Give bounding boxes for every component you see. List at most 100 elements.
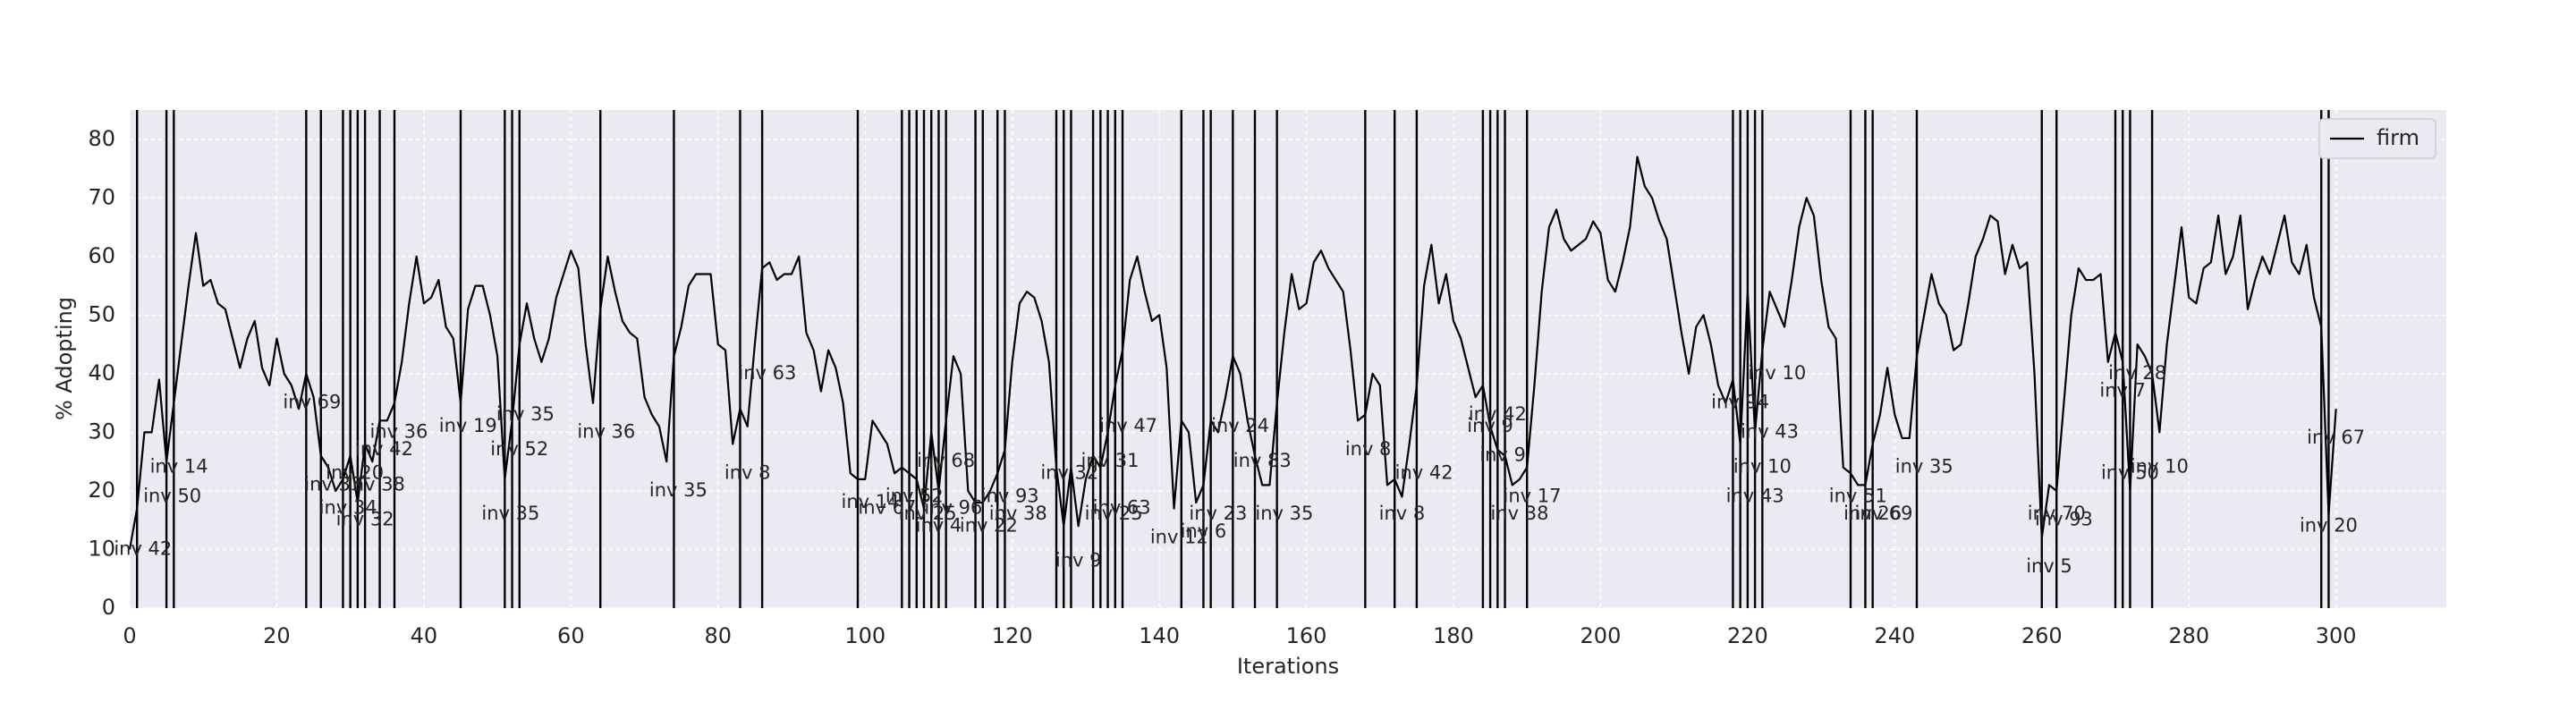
annotation: inv 42	[355, 438, 413, 460]
plot-area	[130, 110, 2446, 608]
annotation: inv 52	[490, 438, 548, 460]
annotation: inv 67	[858, 497, 916, 519]
annotation: inv 23	[1189, 503, 1247, 524]
annotation: inv 10	[1733, 456, 1792, 478]
annotation: inv 50	[2101, 461, 2159, 483]
annotation: inv 20	[2300, 514, 2358, 536]
annotation: inv 42	[1469, 403, 1527, 425]
annotation: inv 7	[2099, 380, 2146, 402]
x-tick-label: 0	[123, 623, 136, 648]
annotation: inv 38	[347, 473, 405, 495]
legend-label: firm	[2377, 125, 2419, 150]
x-tick-label: 80	[705, 623, 733, 648]
x-axis-label: Iterations	[1237, 654, 1339, 679]
annotation: inv 50	[143, 485, 201, 506]
annotation: inv 24	[1211, 415, 1269, 436]
annotation: inv 28	[2108, 362, 2166, 384]
annotation: inv 25	[1085, 503, 1143, 524]
annotation: inv 38	[1491, 503, 1549, 524]
legend: firm	[2318, 118, 2436, 159]
annotation: inv 6	[1181, 520, 1227, 542]
annotation: inv 93	[981, 485, 1039, 506]
x-tick-label: 100	[844, 623, 886, 648]
annotation: inv 5	[2026, 555, 2072, 577]
x-tick-label: 40	[411, 623, 438, 648]
annotation: inv 35	[649, 479, 708, 501]
annotation: inv 25	[899, 503, 957, 524]
legend-box	[2318, 118, 2436, 159]
y-axis-label: % Adopting	[52, 297, 77, 420]
annotation: inv 36	[577, 420, 635, 442]
annotation: inv 35	[496, 403, 555, 425]
annotation: inv 8	[1379, 503, 1426, 524]
y-tick-label: 20	[88, 478, 115, 503]
annotation: inv 43	[1726, 485, 1784, 506]
annotation: inv 47	[1099, 415, 1157, 436]
x-tick-label: 280	[2168, 623, 2209, 648]
annotation: inv 12	[1150, 526, 1208, 547]
annotation: inv 33	[304, 473, 362, 495]
annotation: inv 63	[1093, 497, 1151, 519]
annotation: inv 96	[924, 497, 982, 519]
y-tick-label: 30	[88, 419, 115, 444]
annotation: inv 36	[369, 420, 428, 442]
annotation: inv 94	[1711, 392, 1769, 413]
annotation: inv 31	[1081, 450, 1140, 471]
annotation: inv 19	[439, 415, 497, 436]
annotation: inv 35	[481, 503, 539, 524]
x-tick-label: 240	[1874, 623, 1915, 648]
annotation: inv 14	[150, 456, 208, 478]
y-tick-label: 80	[88, 126, 115, 151]
annotation: inv 69	[1855, 503, 1913, 524]
x-tick-label: 180	[1433, 623, 1474, 648]
x-tick-label: 220	[1727, 623, 1768, 648]
annotation: inv 8	[1345, 438, 1392, 460]
x-tick-label: 200	[1580, 623, 1622, 648]
annotation: inv 22	[960, 514, 1018, 536]
annotation: inv 69	[283, 392, 341, 413]
x-tick-label: 140	[1139, 623, 1180, 648]
y-tick-label: 40	[88, 360, 115, 385]
annotation: inv 26	[1843, 503, 1902, 524]
annotation: inv 9	[1479, 444, 1526, 466]
annotation: inv 14	[841, 491, 899, 512]
annotation: inv 52	[886, 485, 944, 506]
annotation: inv 67	[2307, 427, 2365, 448]
annotation: inv 51	[1829, 485, 1887, 506]
annotation: inv 42	[1395, 461, 1453, 483]
annotation: inv 35	[1895, 456, 1953, 478]
annotation: inv 20	[326, 461, 384, 483]
annotation: inv 4	[916, 514, 962, 536]
y-tick-label: 10	[88, 536, 115, 561]
annotation: inv 8	[724, 461, 771, 483]
annotation: inv 93	[2035, 509, 2093, 530]
annotation: inv 9	[1055, 550, 1102, 571]
y-tick-label: 0	[102, 595, 115, 620]
annotation: inv 43	[1741, 420, 1799, 442]
annotation: inv 42	[114, 537, 172, 559]
annotation: inv 70	[2028, 503, 2086, 524]
annotation: inv 10	[1748, 362, 1806, 384]
annotation: inv 9	[1467, 415, 1513, 436]
annotation: inv 34	[319, 497, 377, 519]
annotation: inv 10	[2131, 456, 2189, 478]
annotation: inv 68	[917, 450, 975, 471]
series-line	[128, 156, 2337, 550]
x-tick-label: 20	[263, 623, 291, 648]
x-tick-label: 160	[1286, 623, 1327, 648]
annotation: inv 38	[989, 503, 1047, 524]
annotation: inv 32	[1040, 461, 1098, 483]
annotation: inv 35	[1255, 503, 1313, 524]
y-tick-label: 60	[88, 243, 115, 268]
x-tick-label: 260	[2021, 623, 2063, 648]
y-tick-label: 70	[88, 184, 115, 209]
annotation: inv 17	[1503, 485, 1561, 506]
x-tick-label: 120	[992, 623, 1033, 648]
annotation: inv 63	[738, 362, 796, 384]
annotation: inv 32	[336, 509, 394, 530]
y-tick-label: 50	[88, 301, 115, 326]
x-tick-label: 300	[2316, 623, 2357, 648]
annotation: inv 83	[1233, 450, 1292, 471]
